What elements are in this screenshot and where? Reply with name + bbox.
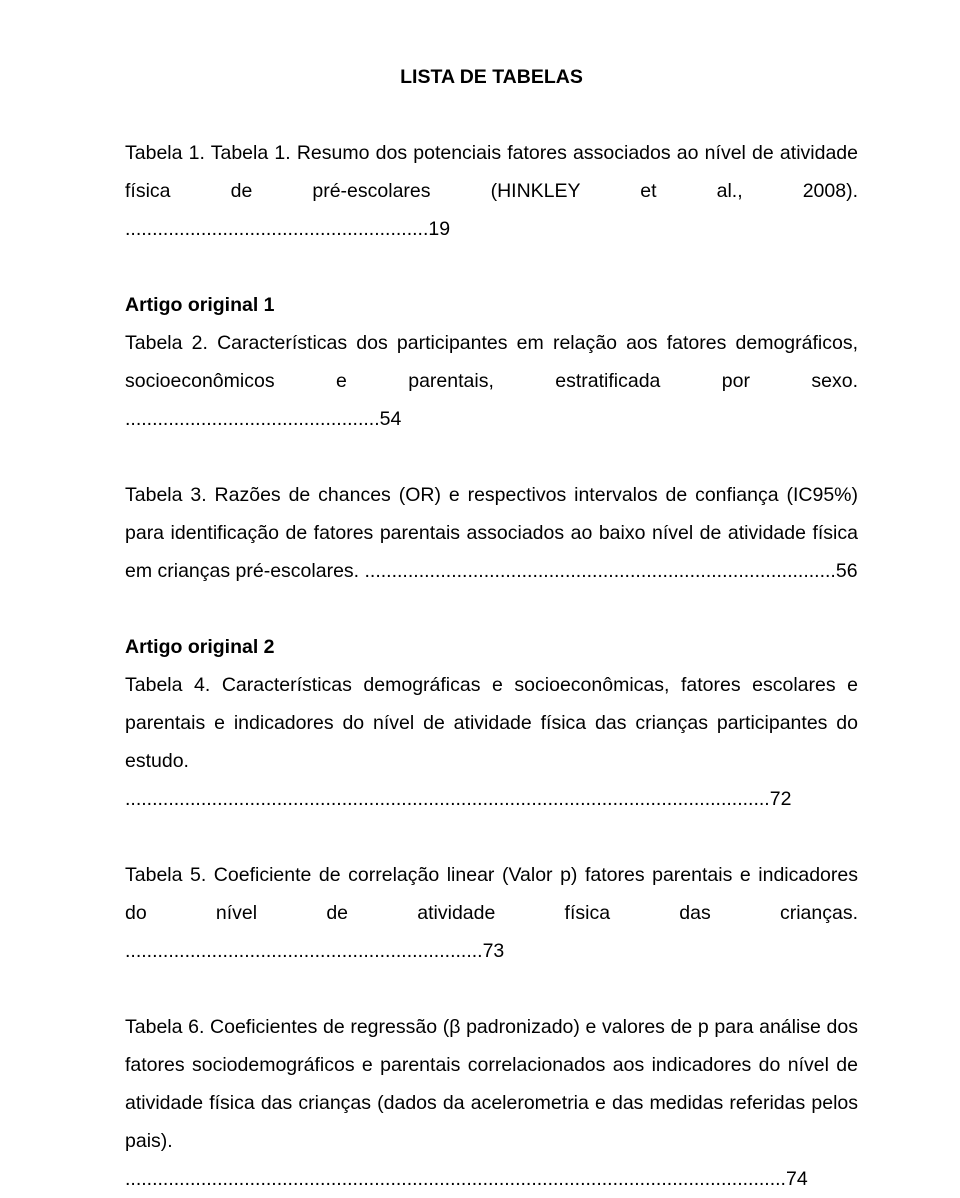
leader-dots: ........................................… — [125, 940, 483, 962]
toc-entry: Tabela 3. Razões de chances (OR) e respe… — [125, 476, 858, 590]
leader-dots: ........................................… — [125, 218, 428, 240]
entry-text: Tabela 4. Características demográficas e… — [125, 674, 858, 772]
toc-entry: Tabela 1. Tabela 1. Resumo dos potenciai… — [125, 134, 858, 248]
page-number: 72 — [770, 788, 792, 810]
page-number: 73 — [483, 940, 505, 962]
toc-entry: Tabela 6. Coeficientes de regressão (β p… — [125, 1008, 858, 1198]
toc-entry: Tabela 2. Características dos participan… — [125, 324, 858, 438]
leader-dots: ........................................… — [359, 560, 836, 582]
page-number: 74 — [786, 1168, 808, 1190]
page-title: LISTA DE TABELAS — [125, 58, 858, 96]
entry-text: Tabela 2. Características dos participan… — [125, 332, 858, 392]
page-number: 54 — [380, 408, 402, 430]
entry-text: Tabela 1. Tabela 1. Resumo dos potenciai… — [125, 142, 858, 202]
entry-text: Tabela 5. Coeficiente de correlação line… — [125, 864, 858, 924]
section-heading: Artigo original 1 — [125, 286, 858, 324]
toc-entry: Tabela 4. Características demográficas e… — [125, 666, 858, 818]
leader-dots: ........................................… — [125, 1168, 786, 1190]
entry-text: Tabela 6. Coeficientes de regressão (β p… — [125, 1016, 858, 1152]
leader-dots: ........................................… — [125, 788, 770, 810]
section-heading: Artigo original 2 — [125, 628, 858, 666]
toc-entry: Tabela 5. Coeficiente de correlação line… — [125, 856, 858, 970]
page-number: 19 — [428, 218, 450, 240]
leader-dots: ........................................… — [125, 408, 380, 430]
page-number: 56 — [836, 560, 858, 582]
